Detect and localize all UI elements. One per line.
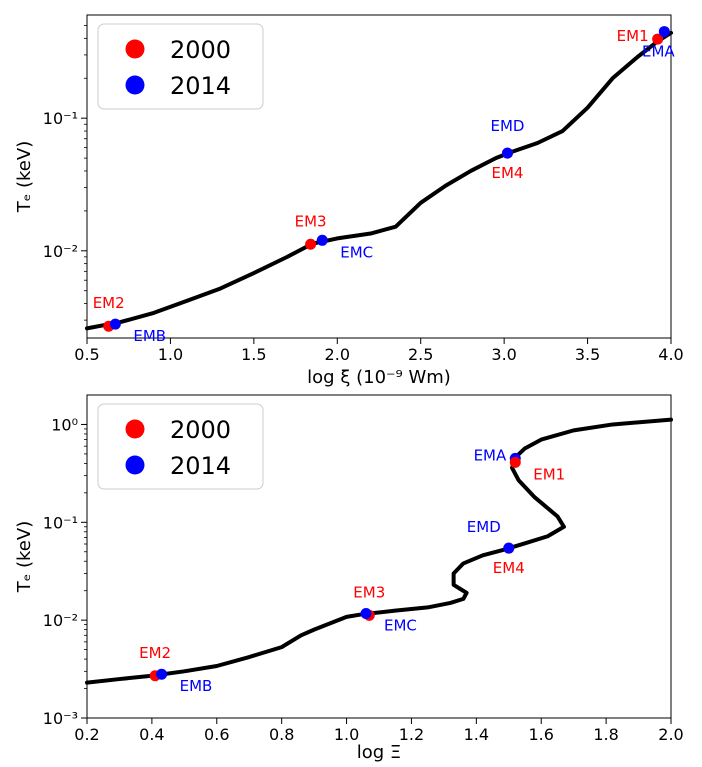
y-tick-label: 10⁻¹ bbox=[43, 109, 78, 128]
x-tick-label: 1.0 bbox=[334, 725, 359, 744]
x-tick-label: 0.8 bbox=[269, 725, 294, 744]
label-em3: EM3 bbox=[353, 583, 385, 601]
y-axis-label: Tₑ (keV) bbox=[14, 521, 35, 593]
x-tick-label: 0.4 bbox=[139, 725, 164, 744]
label-emb: EMB bbox=[133, 327, 166, 345]
plot-frame bbox=[86, 14, 672, 339]
legend-marker-2014 bbox=[125, 75, 145, 95]
x-axis-label: log ξ (10⁻⁹ Wm) bbox=[307, 367, 451, 388]
legend-marker-2000 bbox=[125, 39, 145, 59]
point-emb bbox=[156, 668, 168, 680]
plot-frame bbox=[86, 394, 672, 719]
x-tick-label: 2.0 bbox=[658, 725, 683, 744]
label-emd: EMD bbox=[467, 518, 501, 536]
point-emc bbox=[360, 607, 372, 619]
x-tick-label: 1.6 bbox=[528, 725, 553, 744]
x-tick-label: 2.5 bbox=[408, 345, 433, 364]
point-em1 bbox=[652, 33, 664, 45]
point-em1 bbox=[509, 456, 521, 468]
x-tick-label: 2.0 bbox=[325, 345, 350, 364]
temperature-curve bbox=[85, 30, 673, 331]
y-tick-label: 10⁻¹ bbox=[43, 513, 78, 532]
label-em1: EM1 bbox=[533, 465, 565, 483]
label-emd: EMD bbox=[490, 117, 524, 135]
y-axis-label: Tₑ (keV) bbox=[14, 141, 35, 213]
point-emd bbox=[503, 542, 515, 554]
y-tick-label: 10⁻² bbox=[43, 611, 78, 630]
x-tick-label: 0.5 bbox=[74, 345, 99, 364]
point-emb bbox=[109, 318, 121, 330]
label-emb: EMB bbox=[180, 677, 213, 695]
point-ema bbox=[658, 26, 670, 38]
point-emc bbox=[316, 234, 328, 246]
bottom-chart: 0.2 0.4 0.6 0.8 1.0 1.2 1.4 1.6 1.8 2.0 10⁻³ 10⁻² 10… bbox=[14, 394, 684, 763]
x-tick-label: 3.0 bbox=[491, 345, 516, 364]
x-axis-label: log Ξ bbox=[357, 742, 402, 763]
label-em3: EM3 bbox=[295, 212, 327, 230]
point-emd bbox=[501, 147, 513, 159]
x-tick-label: 0.2 bbox=[74, 725, 99, 744]
legend-label-2000: 2000 bbox=[170, 36, 231, 64]
x-tick-label: 1.2 bbox=[399, 725, 424, 744]
label-emc: EMC bbox=[340, 243, 373, 261]
label-em1: EM1 bbox=[617, 27, 649, 45]
legend-label-2014: 2014 bbox=[170, 72, 231, 100]
y-tick-label: 10⁻² bbox=[43, 242, 78, 261]
label-ema: EMA bbox=[642, 43, 675, 61]
label-em2: EM2 bbox=[139, 644, 171, 662]
label-em4: EM4 bbox=[493, 559, 525, 577]
label-ema: EMA bbox=[474, 446, 507, 464]
x-tick-label: 0.6 bbox=[204, 725, 229, 744]
label-emc: EMC bbox=[384, 616, 417, 634]
legend-marker-2000 bbox=[125, 419, 145, 439]
x-tick-label: 1.0 bbox=[158, 345, 183, 364]
legend-label-2000: 2000 bbox=[170, 416, 231, 444]
top-chart: 0.5 1.0 1.5 2.0 2.5 3.0 3.5 4.0 10⁻² 10⁻¹ log ξ (1… bbox=[14, 14, 684, 388]
x-tick-label: 3.5 bbox=[575, 345, 600, 364]
label-em4: EM4 bbox=[491, 164, 523, 182]
y-tick-label: 10⁰ bbox=[51, 415, 78, 434]
label-em2: EM2 bbox=[93, 294, 125, 312]
y-tick-label: 10⁻³ bbox=[43, 709, 78, 728]
x-tick-label: 1.4 bbox=[464, 725, 489, 744]
x-tick-label: 1.8 bbox=[593, 725, 618, 744]
x-tick-label: 1.5 bbox=[241, 345, 266, 364]
legend-marker-2014 bbox=[125, 455, 145, 475]
x-tick-label: 4.0 bbox=[658, 345, 683, 364]
legend-label-2014: 2014 bbox=[170, 452, 231, 480]
point-em3 bbox=[305, 238, 317, 250]
